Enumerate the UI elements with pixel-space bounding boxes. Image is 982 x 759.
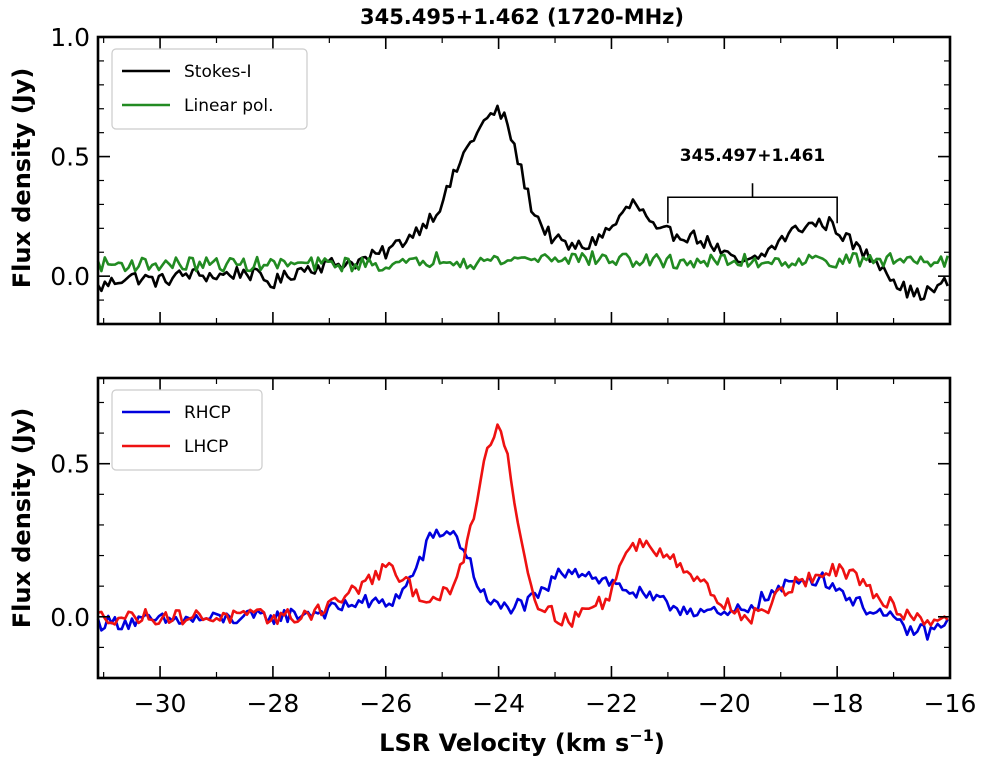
series-line-linear-pol: [96, 250, 949, 273]
legend-box: [111, 389, 263, 471]
y-axis-label-bottom: Flux density (Jy): [8, 408, 36, 629]
legend-label: LHCP: [184, 437, 228, 457]
y-tick-label: 1.0: [50, 23, 90, 52]
x-axis-label-end: ): [654, 729, 665, 757]
plot-frame-bottom: [96, 376, 952, 680]
axis-ticks: −30 −28 −26 −24 −22 −20 −18 −16 0.0 0.5: [50, 378, 976, 718]
chart-title: 345.495+1.462 (1720-MHz): [360, 5, 684, 29]
stokes-panel: 345.495+1.462 (1720-MHz) Flux density (J…: [8, 5, 952, 326]
annotation-label: 345.497+1.461: [680, 146, 825, 166]
legend-label: Linear pol.: [184, 96, 274, 116]
x-tick-label: −18: [811, 689, 864, 718]
x-tick-label: −26: [359, 689, 412, 718]
x-tick-label: −28: [247, 689, 300, 718]
y-tick-label: 0.5: [50, 450, 90, 479]
series-line-lhcp: [97, 423, 949, 628]
y-tick-label: 0.5: [50, 143, 90, 172]
y-tick-label: 0.0: [50, 262, 90, 291]
legend-top: Stokes-I Linear pol.: [111, 48, 308, 130]
x-axis-label-main: LSR Velocity (km s: [379, 729, 629, 757]
x-tick-label: −22: [585, 689, 638, 718]
series-group: [96, 104, 949, 301]
axis-ticks: 0.0 0.5 1.0: [50, 23, 951, 324]
x-axis-label-sup: −1: [629, 726, 654, 745]
y-axis-label-top: Flux density (Jy): [8, 68, 36, 289]
x-tick-label: −16: [924, 689, 977, 718]
legend-bottom: RHCP LHCP: [111, 389, 263, 471]
polarization-panel: Flux density (Jy) −30 −28 −26 −24 −22 −20 −18−…: [8, 376, 976, 757]
y-tick-label: 0.0: [50, 603, 90, 632]
x-axis-label: LSR Velocity (km s−1): [379, 726, 665, 757]
x-tick-label: −20: [698, 689, 751, 718]
x-tick-label: −30: [134, 689, 187, 718]
legend-label: RHCP: [184, 403, 231, 423]
x-tick-label: −24: [472, 689, 525, 718]
plot-frame-top: [96, 35, 952, 326]
annotation-bracket: 345.497+1.461: [667, 146, 838, 224]
legend-label: Stokes-I: [184, 62, 252, 82]
legend-box: [111, 48, 308, 130]
series-group: [96, 423, 949, 641]
series-line-stokes-i: [96, 104, 949, 301]
bracket-line: [667, 196, 838, 224]
